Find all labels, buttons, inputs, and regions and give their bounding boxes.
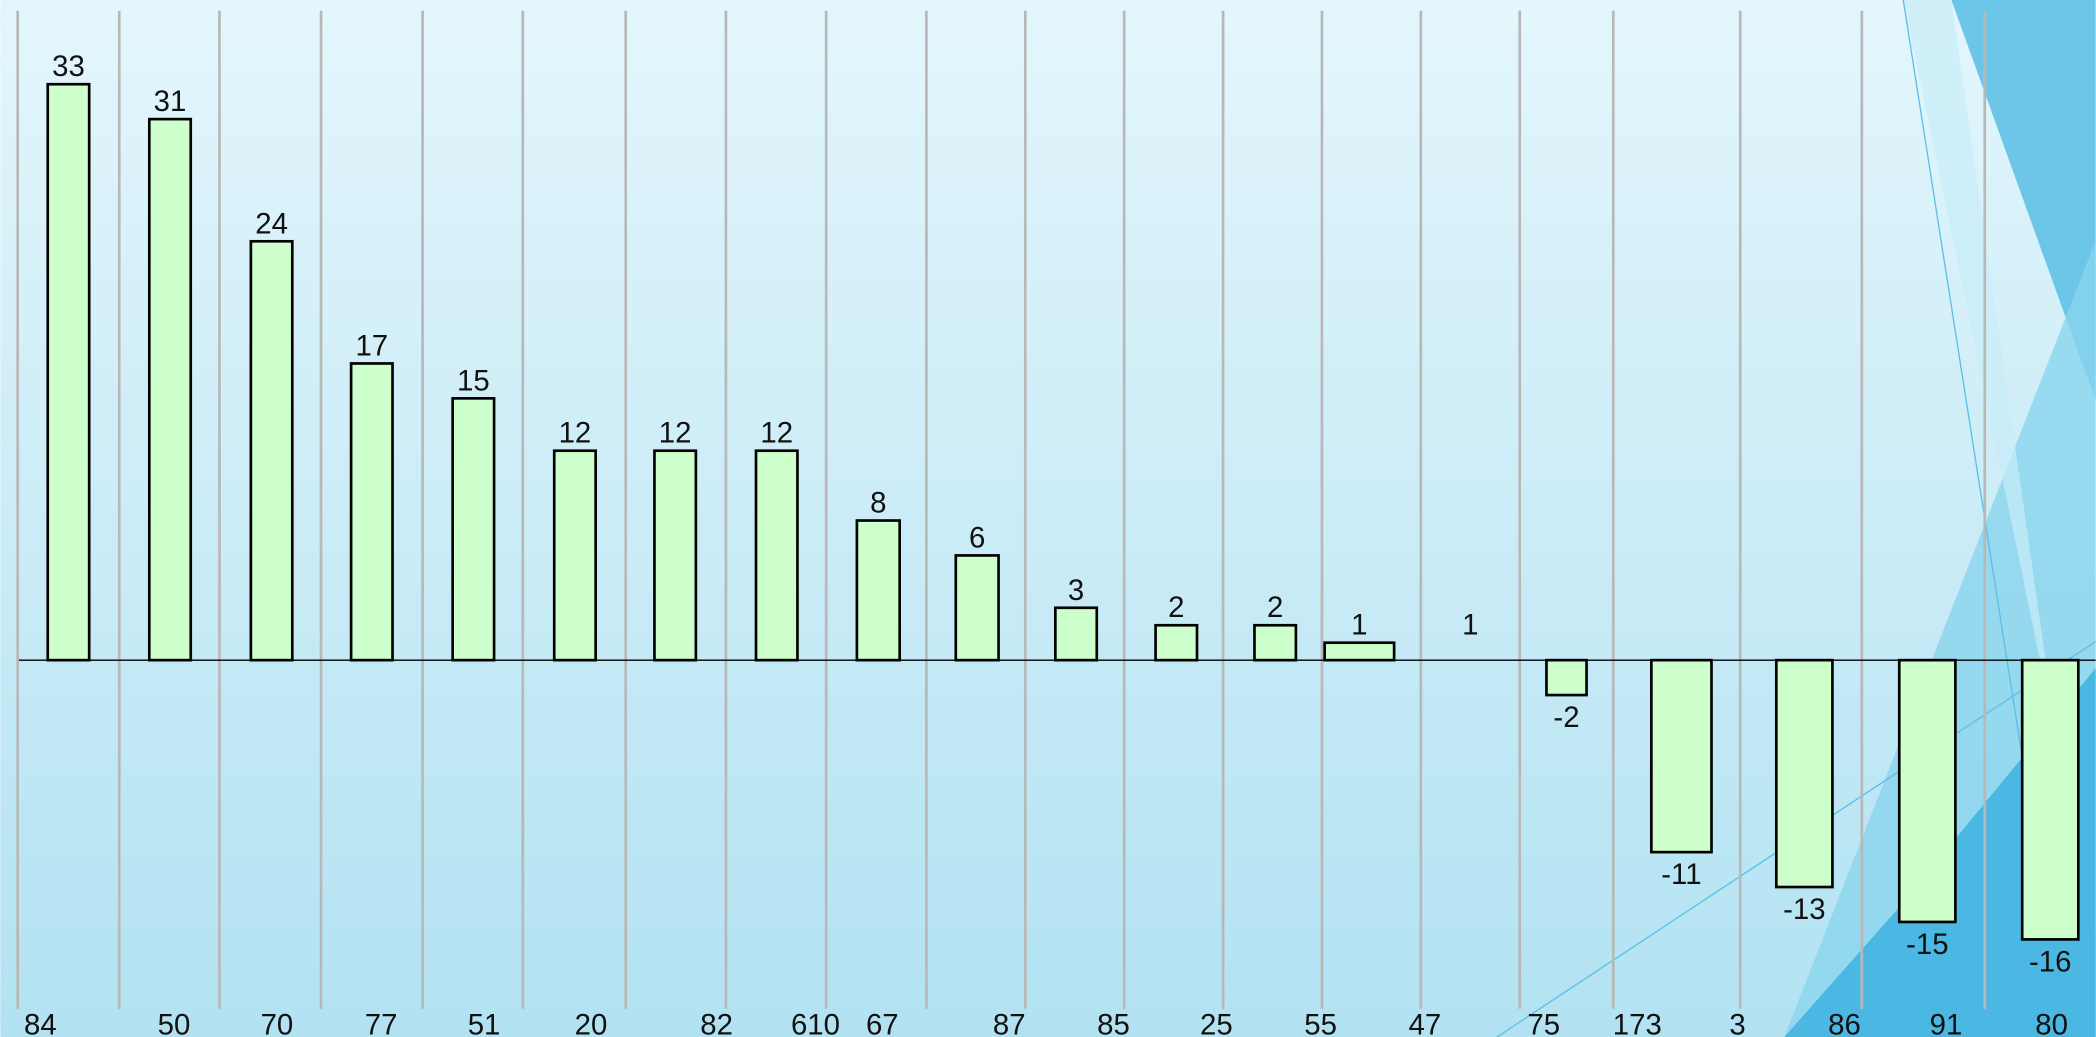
bar <box>1897 658 1957 924</box>
x-tick-label: 84 <box>24 1008 57 1037</box>
value-label: 1 <box>1462 609 1478 642</box>
value-label: 3 <box>1068 574 1084 607</box>
value-label: -13 <box>1783 893 1825 926</box>
decoration-line <box>1902 0 2022 749</box>
bar <box>451 397 496 662</box>
bar <box>552 449 597 662</box>
bar <box>653 449 698 662</box>
x-tick-label: 75 <box>1527 1008 1560 1037</box>
x-tick-label: 47 <box>1409 1008 1442 1037</box>
x-tick-label: 80 <box>2035 1008 2068 1037</box>
value-label: 8 <box>870 487 886 520</box>
bar <box>1774 658 1834 889</box>
x-tick-label: 70 <box>261 1008 294 1037</box>
x-tick-label: 87 <box>993 1008 1026 1037</box>
bar <box>954 554 1000 662</box>
bar <box>349 362 394 662</box>
bar <box>855 519 902 662</box>
value-label: -15 <box>1906 928 1948 961</box>
bar <box>46 82 91 662</box>
value-label: 31 <box>154 85 187 118</box>
value-label: 24 <box>255 207 288 240</box>
x-tick-label: 55 <box>1304 1008 1337 1037</box>
bar <box>2020 658 2080 941</box>
x-tick-label: 86 <box>1828 1008 1861 1037</box>
value-label: 12 <box>659 417 692 450</box>
x-tick-label: 67 <box>866 1008 899 1037</box>
bar <box>1253 623 1298 662</box>
value-label: 12 <box>760 417 793 450</box>
x-tick-label: 3 <box>1729 1008 1745 1037</box>
value-label: 2 <box>1267 591 1283 624</box>
bar <box>1650 658 1713 854</box>
x-tick-label: 91 <box>1930 1008 1963 1037</box>
x-tick-label: 51 <box>468 1008 501 1037</box>
x-tick-label: 50 <box>158 1008 191 1037</box>
x-tick-label: 82 <box>700 1008 733 1037</box>
x-tick-label: 25 <box>1200 1008 1233 1037</box>
value-label: 15 <box>457 364 490 397</box>
value-label: 33 <box>52 50 85 83</box>
x-tick-label: 85 <box>1097 1008 1130 1037</box>
x-tick-label: 77 <box>365 1008 398 1037</box>
value-label: -2 <box>1553 701 1579 734</box>
bar <box>1154 623 1199 662</box>
value-label: 1 <box>1351 609 1367 642</box>
bar <box>1545 658 1588 697</box>
x-tick-label: 173 <box>1613 1008 1662 1037</box>
bar <box>754 449 799 662</box>
bar <box>147 117 193 662</box>
separators <box>16 10 1987 1009</box>
value-label: 6 <box>969 521 985 554</box>
value-label: 12 <box>559 417 592 450</box>
value-label: 17 <box>355 329 388 362</box>
x-tick-label: 610 <box>791 1008 840 1037</box>
bar <box>249 239 294 662</box>
value-label: -11 <box>1661 858 1701 891</box>
decoration <box>1784 668 2096 1037</box>
value-label: -16 <box>2029 945 2071 978</box>
bar <box>1054 606 1099 662</box>
value-label: 2 <box>1168 591 1184 624</box>
bar <box>1323 641 1396 662</box>
x-tick-label: 20 <box>575 1008 608 1037</box>
